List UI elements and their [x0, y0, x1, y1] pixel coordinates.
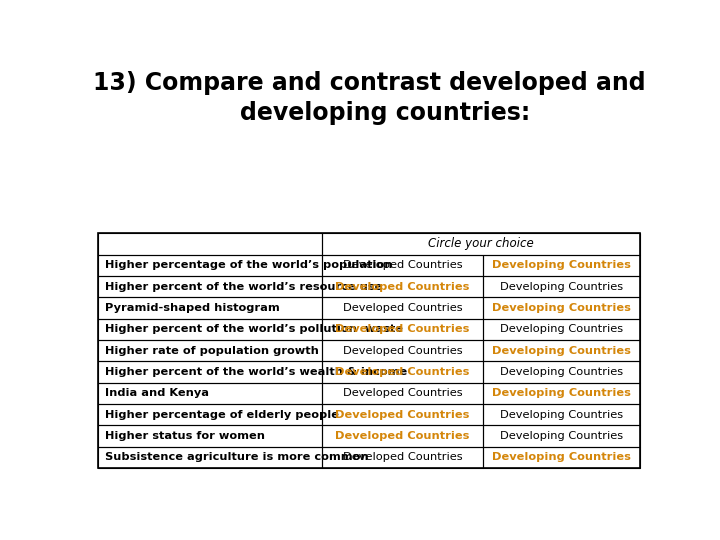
Text: Developed Countries: Developed Countries: [343, 453, 462, 462]
Bar: [99, 426, 322, 447]
Text: Developing Countries: Developing Countries: [492, 453, 631, 462]
Bar: [322, 404, 483, 426]
Bar: [99, 361, 322, 383]
Text: Developed Countries: Developed Countries: [336, 325, 469, 334]
Bar: [322, 340, 483, 361]
Text: Higher status for women: Higher status for women: [105, 431, 265, 441]
Bar: [99, 233, 322, 254]
Text: Developing Countries: Developing Countries: [492, 346, 631, 356]
Text: Developed Countries: Developed Countries: [336, 410, 469, 420]
Bar: [322, 361, 483, 383]
Text: Developed Countries: Developed Countries: [343, 260, 462, 270]
Bar: [483, 361, 639, 383]
Text: Subsistence agriculture is more common: Subsistence agriculture is more common: [105, 453, 369, 462]
Bar: [99, 340, 322, 361]
Bar: [483, 319, 639, 340]
Bar: [483, 276, 639, 297]
Bar: [322, 426, 483, 447]
Text: Developing Countries: Developing Countries: [500, 410, 623, 420]
Bar: [99, 319, 322, 340]
Text: Circle your choice: Circle your choice: [428, 238, 534, 251]
Text: Developing Countries: Developing Countries: [500, 367, 623, 377]
Bar: [322, 276, 483, 297]
Text: Developing Countries: Developing Countries: [492, 388, 631, 399]
Text: India and Kenya: India and Kenya: [105, 388, 209, 399]
Bar: [99, 276, 322, 297]
Text: Developing Countries: Developing Countries: [500, 281, 623, 292]
Text: Developed Countries: Developed Countries: [336, 367, 469, 377]
Bar: [99, 254, 322, 276]
Bar: [483, 340, 639, 361]
Bar: [322, 447, 483, 468]
Text: Developed Countries: Developed Countries: [343, 346, 462, 356]
Bar: [483, 297, 639, 319]
Bar: [483, 426, 639, 447]
Text: Developing Countries: Developing Countries: [492, 303, 631, 313]
Bar: [322, 383, 483, 404]
Bar: [99, 447, 322, 468]
Bar: [99, 233, 639, 468]
Bar: [322, 297, 483, 319]
Bar: [322, 233, 639, 254]
Bar: [483, 404, 639, 426]
Bar: [483, 447, 639, 468]
Text: Higher percentage of elderly people: Higher percentage of elderly people: [105, 410, 339, 420]
Text: Developed Countries: Developed Countries: [336, 431, 469, 441]
Text: Developed Countries: Developed Countries: [336, 281, 469, 292]
Text: Developed Countries: Developed Countries: [343, 303, 462, 313]
Text: Developing Countries: Developing Countries: [500, 431, 623, 441]
Text: Higher percent of the world’s resource use: Higher percent of the world’s resource u…: [105, 281, 382, 292]
Bar: [483, 383, 639, 404]
Text: Higher percent of the world’s wealth & income: Higher percent of the world’s wealth & i…: [105, 367, 408, 377]
Text: Higher percent of the world’s pollution  waste: Higher percent of the world’s pollution …: [105, 325, 403, 334]
Text: Higher rate of population growth: Higher rate of population growth: [105, 346, 319, 356]
Text: Higher percentage of the world’s population: Higher percentage of the world’s populat…: [105, 260, 392, 270]
Text: Pyramid-shaped histogram: Pyramid-shaped histogram: [105, 303, 280, 313]
Bar: [322, 319, 483, 340]
Bar: [483, 254, 639, 276]
Bar: [322, 254, 483, 276]
Bar: [99, 404, 322, 426]
Text: Developing Countries: Developing Countries: [500, 325, 623, 334]
Text: 13) Compare and contrast developed and
    developing countries:: 13) Compare and contrast developed and d…: [93, 71, 645, 125]
Bar: [99, 383, 322, 404]
Bar: [99, 297, 322, 319]
Text: Developed Countries: Developed Countries: [343, 388, 462, 399]
Text: Developing Countries: Developing Countries: [492, 260, 631, 270]
